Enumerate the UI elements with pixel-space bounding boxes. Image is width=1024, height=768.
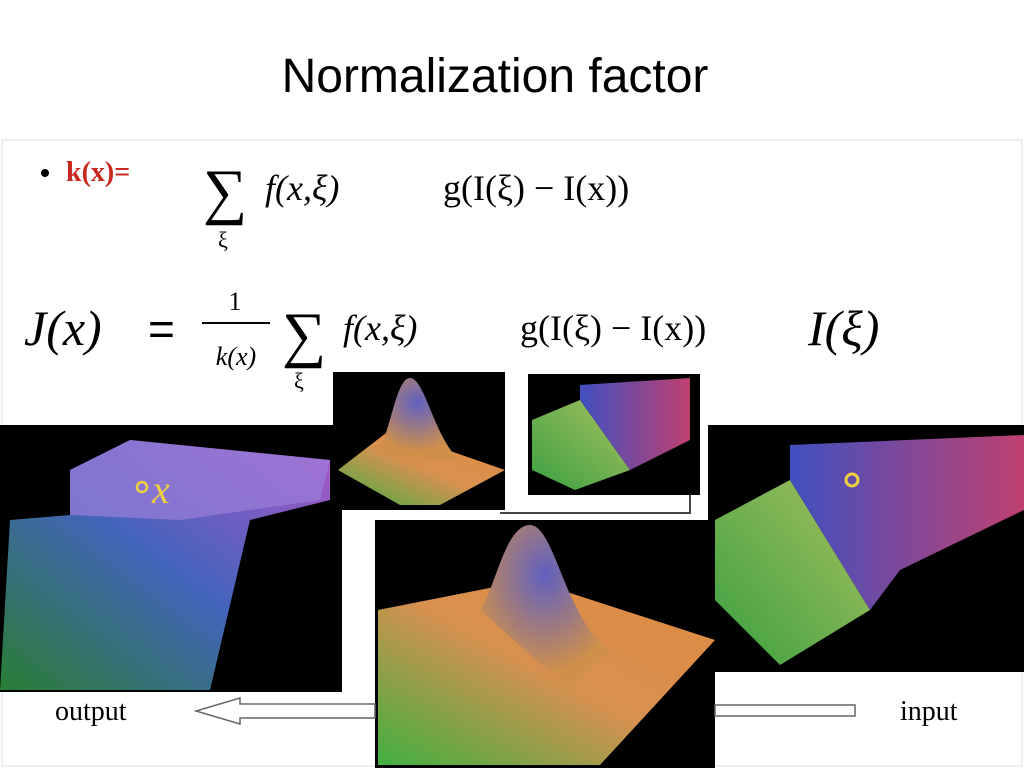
eq-sum-index: ξ <box>294 368 304 393</box>
eq-denominator: k(x) <box>216 342 256 371</box>
eq-input: I(ξ) <box>807 300 879 356</box>
sum-symbol: ∑ <box>203 158 247 226</box>
eq-lhs: J(x) <box>24 300 102 356</box>
sum-index: ξ <box>218 227 228 252</box>
result-image <box>375 520 715 768</box>
right-arrow <box>714 704 856 717</box>
output-label: output <box>55 696 127 727</box>
eq-sum-symbol: ∑ <box>282 301 326 369</box>
spatial-kernel-image <box>333 372 505 510</box>
range-kernel: g(I(ξ) − I(x)) <box>443 168 629 208</box>
output-marker: x <box>151 467 170 512</box>
eq-spatial-kernel: f(x,ξ) <box>343 308 417 348</box>
spatial-kernel: f(x,ξ) <box>265 168 339 208</box>
bullet-label: k(x)= <box>66 157 130 188</box>
eq-equals: = <box>148 303 175 355</box>
connector <box>500 495 691 514</box>
eq-numerator: 1 <box>229 287 242 316</box>
title: Normalization factor <box>282 50 709 103</box>
eq-range-kernel: g(I(ξ) − I(x)) <box>520 308 706 348</box>
left-arrow <box>193 696 376 726</box>
output-image: x <box>0 425 342 692</box>
input-label: input <box>900 696 958 727</box>
bullet-dot <box>41 169 49 177</box>
input-image <box>708 425 1024 672</box>
range-kernel-image <box>528 374 700 495</box>
